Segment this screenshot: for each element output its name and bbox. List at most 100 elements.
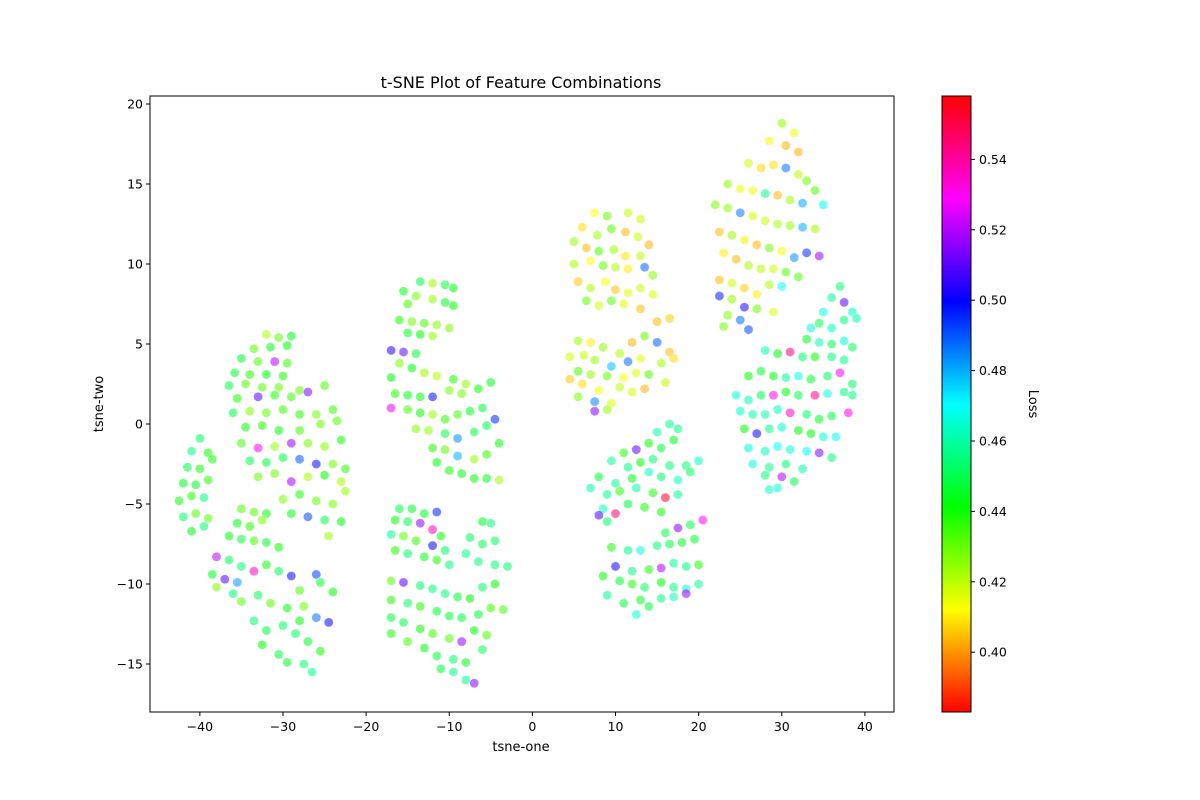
scatter-point xyxy=(265,342,276,353)
scatter-point xyxy=(294,615,305,626)
x-tick-label: 40 xyxy=(857,719,873,734)
scatter-point xyxy=(477,403,488,413)
scatter-point xyxy=(735,315,746,325)
scatter-point xyxy=(311,612,322,623)
scatter-point xyxy=(469,454,480,465)
scatter-point xyxy=(673,475,683,485)
scatter-point xyxy=(710,199,721,210)
scatter-point xyxy=(336,435,347,445)
scatter-point xyxy=(631,609,642,620)
scatter-point xyxy=(776,246,787,257)
scatter-point xyxy=(273,382,284,393)
scatter-point xyxy=(806,374,816,385)
scatter-point xyxy=(269,441,280,452)
scatter-point xyxy=(282,603,293,613)
scatter-point xyxy=(627,566,637,577)
scatter-point xyxy=(685,519,696,530)
scatter-point xyxy=(751,289,762,300)
scatter-point xyxy=(398,617,409,628)
scatter-point xyxy=(435,531,446,541)
scatter-point xyxy=(826,323,837,333)
scatter-point xyxy=(236,503,247,514)
scatter-point xyxy=(302,438,313,449)
scatter-point xyxy=(427,278,438,289)
scatter-point xyxy=(253,356,263,367)
scatter-point xyxy=(620,251,631,261)
scatter-point xyxy=(257,420,268,431)
scatter-point xyxy=(444,465,455,476)
scatter-point xyxy=(224,380,234,391)
scatter-point xyxy=(340,486,351,497)
scatter-point xyxy=(589,207,600,218)
scatter-point xyxy=(485,603,496,613)
scatter-point xyxy=(577,222,588,233)
scatter-point xyxy=(340,463,351,474)
scatter-point xyxy=(801,247,812,258)
scatter-point xyxy=(693,455,704,466)
scatter-point xyxy=(402,598,413,609)
colorbar-tick-label: 0.50 xyxy=(979,293,1007,308)
scatter-point xyxy=(199,492,209,503)
plot-area-frame xyxy=(149,95,895,713)
scatter-point xyxy=(469,625,480,636)
scatter-point xyxy=(768,307,779,317)
scatter-point xyxy=(460,548,471,559)
scatter-point xyxy=(818,199,829,210)
scatter-point xyxy=(415,518,426,529)
scatter-point xyxy=(639,262,650,273)
scatter-point xyxy=(760,345,771,356)
scatter-point xyxy=(635,214,646,225)
scatter-point xyxy=(386,628,396,639)
x-axis-label: tsne-one xyxy=(492,740,549,755)
scatter-point xyxy=(394,315,405,325)
scatter-point xyxy=(186,446,197,457)
scatter-point xyxy=(633,231,643,242)
scatter-point xyxy=(602,404,613,415)
scatter-point xyxy=(261,369,272,380)
scatter-point xyxy=(789,476,800,487)
scatter-point xyxy=(332,415,342,426)
scatter-point xyxy=(602,211,613,221)
scatter-point xyxy=(573,335,583,346)
scatter-point xyxy=(635,595,646,605)
scatter-point xyxy=(236,534,247,545)
scatter-point xyxy=(627,337,637,348)
scatter-point xyxy=(851,313,862,324)
scatter-point xyxy=(236,438,247,449)
scatter-point xyxy=(585,255,596,266)
x-tick-label: −10 xyxy=(436,719,462,734)
scatter-point xyxy=(789,127,800,138)
scatter-point xyxy=(785,407,795,418)
scatter-point xyxy=(743,443,754,453)
scatter-point xyxy=(194,463,205,474)
colorbar-tick-label: 0.42 xyxy=(979,574,1007,589)
scatter-point xyxy=(294,385,305,396)
x-axis: −40 −30 −20 −10 0 10 20 30 40 xyxy=(187,712,873,734)
scatter-point xyxy=(190,508,201,519)
scatter-point xyxy=(760,409,771,420)
scatter-point xyxy=(656,563,667,573)
scatter-point xyxy=(760,188,771,199)
scatter-point xyxy=(398,347,409,357)
scatter-point xyxy=(747,185,758,196)
scatter-point xyxy=(639,582,650,593)
scatter-point xyxy=(594,246,604,257)
scatter-point xyxy=(569,236,579,247)
scatter-point xyxy=(452,409,463,420)
scatter-point xyxy=(182,462,193,473)
scatter-point xyxy=(174,495,184,506)
scatter-point xyxy=(431,319,442,330)
scatter-point xyxy=(764,135,775,146)
scatter-point xyxy=(502,561,513,572)
scatter-point xyxy=(685,467,696,477)
scatter-point xyxy=(448,283,459,293)
scatter-point xyxy=(460,657,471,668)
scatter-point xyxy=(286,438,297,449)
scatter-point xyxy=(490,414,500,425)
scatter-point xyxy=(411,348,421,359)
scatter-point xyxy=(735,207,746,218)
scatter-point xyxy=(473,383,484,394)
scatter-point xyxy=(722,203,733,213)
colorbar-axis: 0.40 0.42 0.44 0.46 0.48 0.50 0.52 0.54 xyxy=(971,152,1007,660)
y-tick-label: −5 xyxy=(125,497,143,512)
